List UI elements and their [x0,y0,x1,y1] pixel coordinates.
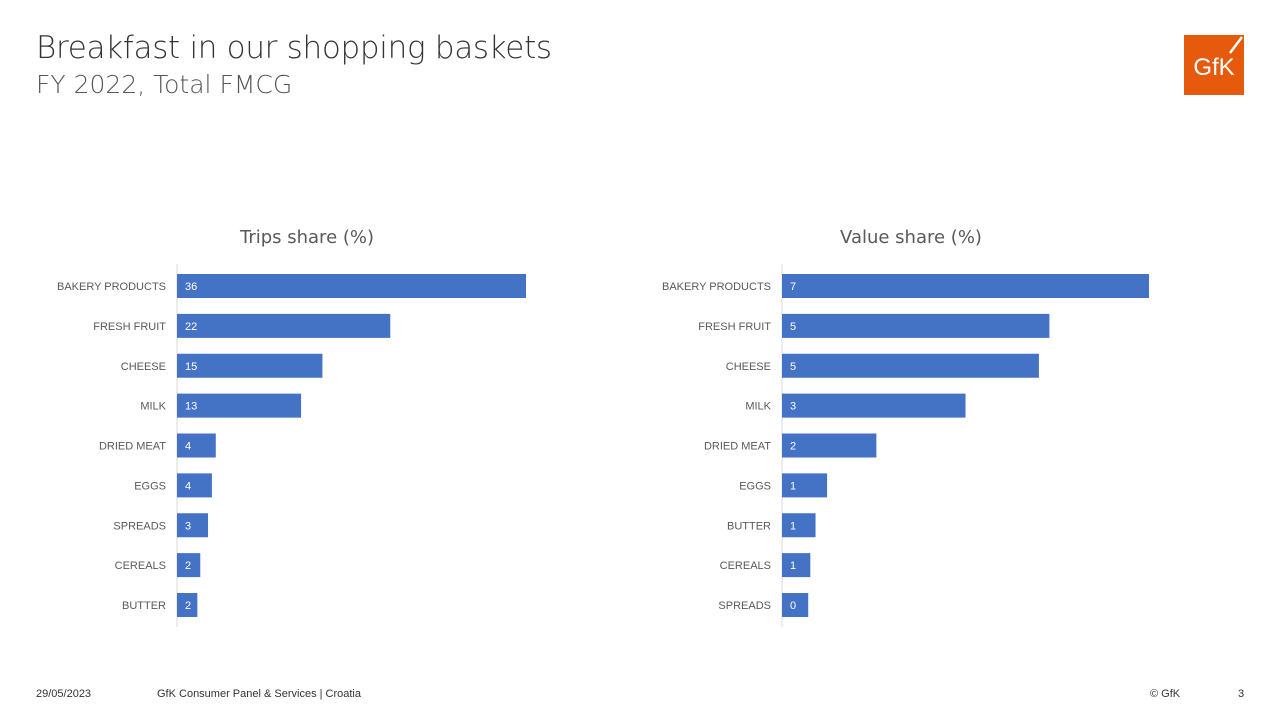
category-label-trips: CHEESE [121,361,166,373]
value-label-trips: 15 [185,361,197,373]
bar-trips [177,473,212,498]
bar-trips [177,313,391,338]
category-label-trips: FRESH FRUIT [93,321,166,333]
category-label-value: BUTTER [727,520,771,532]
bar-trips [177,513,209,538]
chart-title-trips: Trips share (%) [239,227,375,248]
bar-value [782,553,811,578]
category-label-trips: DRIED MEAT [99,441,166,453]
chart-title-value: Value share (%) [840,227,982,248]
bar-value [782,313,1050,338]
footer-page-number: 3 [1238,688,1245,700]
bar-trips [177,353,323,378]
value-label-value: 1 [790,560,796,572]
logo-slash [1229,36,1243,54]
value-label-trips: 4 [185,441,191,453]
value-label-trips: 36 [185,281,197,293]
bar-value [782,513,816,538]
category-label-value: CEREALS [720,560,771,572]
category-label-value: EGGS [739,480,771,492]
value-label-value: 2 [790,441,796,453]
bar-trips [177,393,302,418]
bar-trips [177,274,526,298]
logo-text: GfK [1193,54,1234,81]
logo-background [1184,35,1244,95]
value-label-value: 1 [790,520,796,532]
footer-date: 29/05/2023 [36,688,92,700]
bar-value [782,473,828,498]
footer-copyright: © GfK [1150,688,1181,700]
category-label-trips: CEREALS [115,560,166,572]
category-label-value: FRESH FRUIT [698,321,771,333]
value-label-value: 5 [790,321,796,333]
bar-trips [177,433,216,458]
bar-trips [177,593,198,617]
value-label-trips: 13 [185,401,197,413]
footer-source: GfK Consumer Panel & Services | Croatia [157,688,361,700]
value-label-trips: 3 [185,520,191,532]
page-title: Breakfast in our shopping baskets [36,30,552,66]
category-label-trips: MILK [140,401,166,413]
category-label-trips: BAKERY PRODUCTS [57,281,166,293]
value-label-value: 7 [790,281,796,293]
category-label-trips: BUTTER [122,600,166,612]
category-label-value: DRIED MEAT [704,441,771,453]
category-label-value: MILK [745,401,771,413]
category-label-trips: SPREADS [113,520,166,532]
page-subtitle: FY 2022, Total FMCG [36,70,293,99]
bar-value [782,353,1039,378]
bar-value [782,274,1149,298]
category-label-trips: EGGS [134,480,166,492]
value-label-value: 1 [790,480,796,492]
bar-value [782,593,809,617]
bar-value [782,433,877,458]
category-label-value: BAKERY PRODUCTS [662,281,771,293]
value-label-trips: 22 [185,321,197,333]
category-label-value: CHEESE [726,361,771,373]
gfk-logo: GfK [1184,35,1244,95]
value-label-value: 3 [790,401,796,413]
value-label-trips: 2 [185,560,191,572]
value-label-trips: 2 [185,600,191,612]
value-label-value: 5 [790,361,796,373]
bar-trips [177,553,201,578]
value-label-value: 0 [790,600,796,612]
bar-value [782,393,966,418]
category-label-value: SPREADS [718,600,771,612]
value-label-trips: 4 [185,480,191,492]
